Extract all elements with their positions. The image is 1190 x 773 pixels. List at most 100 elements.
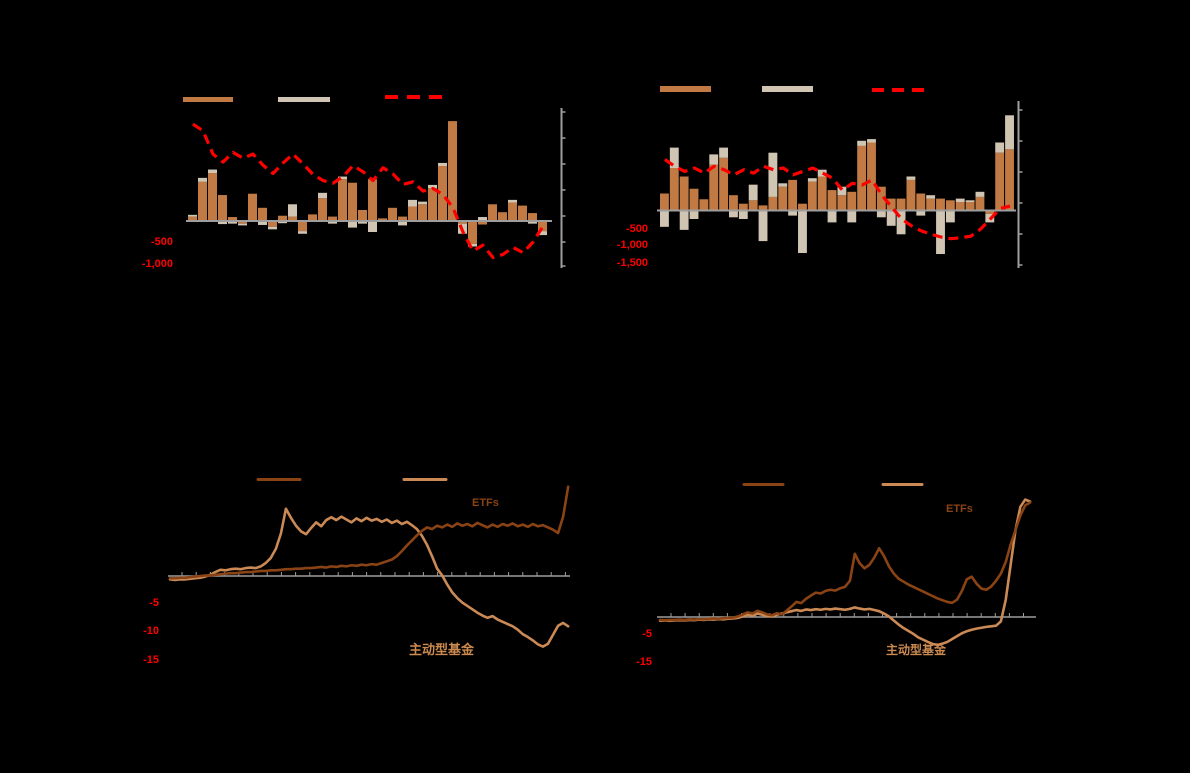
- bar-orange: [807, 181, 817, 211]
- bar-tan: [778, 183, 788, 187]
- bar-tan: [867, 139, 876, 143]
- bar-tan: [218, 221, 227, 225]
- bar-tan: [876, 210, 886, 218]
- bar-orange: [388, 207, 397, 221]
- bar-tan: [837, 186, 847, 196]
- bar-tan: [768, 152, 778, 197]
- bar-orange: [827, 190, 837, 211]
- bar-orange: [985, 210, 995, 214]
- bar-tan: [438, 162, 447, 166]
- y-axis-label: -15: [636, 656, 652, 668]
- bar-tan: [288, 204, 297, 217]
- bar-tan: [660, 210, 669, 227]
- bar-tan: [418, 201, 427, 205]
- bar-tan: [926, 195, 936, 199]
- bar-orange: [338, 179, 347, 221]
- bar-tan: [318, 192, 327, 199]
- y-axis-label: -1,000: [616, 239, 648, 251]
- bar-orange: [689, 188, 699, 211]
- bar-orange: [995, 152, 1005, 211]
- bar-orange: [368, 179, 377, 221]
- etfs-line: [658, 501, 1032, 622]
- bar-tan: [408, 199, 417, 207]
- bar-tan: [338, 176, 347, 180]
- bar-orange: [709, 164, 719, 211]
- bar-orange: [458, 221, 467, 224]
- bar-tan: [368, 221, 377, 232]
- bar-orange: [768, 196, 778, 211]
- bar-tan: [198, 177, 207, 182]
- bar-tan: [258, 221, 267, 225]
- y-axis-label: -500: [625, 223, 648, 235]
- bar-tan: [508, 199, 517, 203]
- bar-orange: [218, 195, 227, 221]
- bar-tan: [857, 140, 867, 146]
- annotation-active-funds: 主动型基金: [409, 642, 475, 657]
- bar-orange: [418, 204, 427, 221]
- bar-tan: [906, 176, 916, 180]
- bar-orange: [758, 205, 768, 211]
- bar-orange: [508, 202, 517, 221]
- bar-tan: [975, 191, 985, 197]
- bar-orange: [268, 221, 277, 227]
- bar-orange: [699, 199, 709, 211]
- bar-tan: [208, 169, 217, 174]
- bar-tan: [268, 226, 277, 230]
- bar-orange: [945, 200, 955, 211]
- bar-tan: [896, 210, 906, 235]
- bar-orange: [906, 179, 916, 211]
- bar-orange: [748, 200, 758, 211]
- bar-tan: [847, 210, 857, 223]
- y-axis-label: -1,000: [141, 258, 173, 270]
- etfs-line: [168, 485, 570, 580]
- bar-tan: [228, 221, 237, 224]
- y-axis-label: -5: [642, 628, 652, 640]
- bar-orange: [498, 212, 507, 221]
- bar-orange: [198, 181, 207, 221]
- y-axis-label: -10: [143, 625, 159, 637]
- bar-orange: [208, 173, 217, 221]
- bar-orange: [298, 221, 307, 232]
- bar-tan: [358, 221, 367, 224]
- bar-tan: [328, 221, 337, 224]
- active-funds-line: [658, 498, 1032, 647]
- bar-tan: [689, 210, 699, 219]
- bar-orange: [378, 218, 387, 221]
- bar-orange: [936, 198, 945, 211]
- bar-orange: [738, 203, 748, 211]
- bar-orange: [488, 204, 497, 221]
- legend-swatch: [660, 86, 711, 92]
- y-axis-label: -500: [150, 236, 173, 248]
- bar-orange: [788, 179, 798, 211]
- bar-orange: [478, 221, 487, 225]
- bar-tan: [729, 210, 738, 218]
- bar-tan: [936, 210, 945, 255]
- bar-orange: [468, 221, 477, 244]
- bar-orange: [955, 202, 965, 211]
- bar-orange: [876, 186, 886, 211]
- bar-tan: [538, 231, 547, 236]
- legend-swatch: [762, 86, 813, 92]
- bar-tan: [669, 147, 679, 168]
- bar-orange: [896, 198, 906, 211]
- bar-orange: [729, 195, 738, 211]
- bar-orange: [528, 213, 537, 221]
- bar-tan: [738, 210, 748, 219]
- bar-tan: [679, 210, 689, 230]
- annotation-active-funds: 主动型基金: [886, 643, 947, 657]
- annotation-etfs: ETFs: [946, 503, 973, 515]
- bar-orange: [926, 198, 936, 211]
- bar-tan: [468, 243, 477, 247]
- legend-swatch: [278, 97, 330, 102]
- y-axis-label: -1,500: [616, 257, 648, 269]
- bar-orange: [538, 221, 547, 232]
- bar-tan: [788, 210, 798, 216]
- bar-tan: [238, 223, 247, 226]
- bar-tan: [807, 178, 817, 182]
- bar-orange: [258, 207, 267, 221]
- bar-orange: [847, 191, 857, 211]
- bar-tan: [1005, 115, 1014, 150]
- bar-tan: [758, 210, 768, 242]
